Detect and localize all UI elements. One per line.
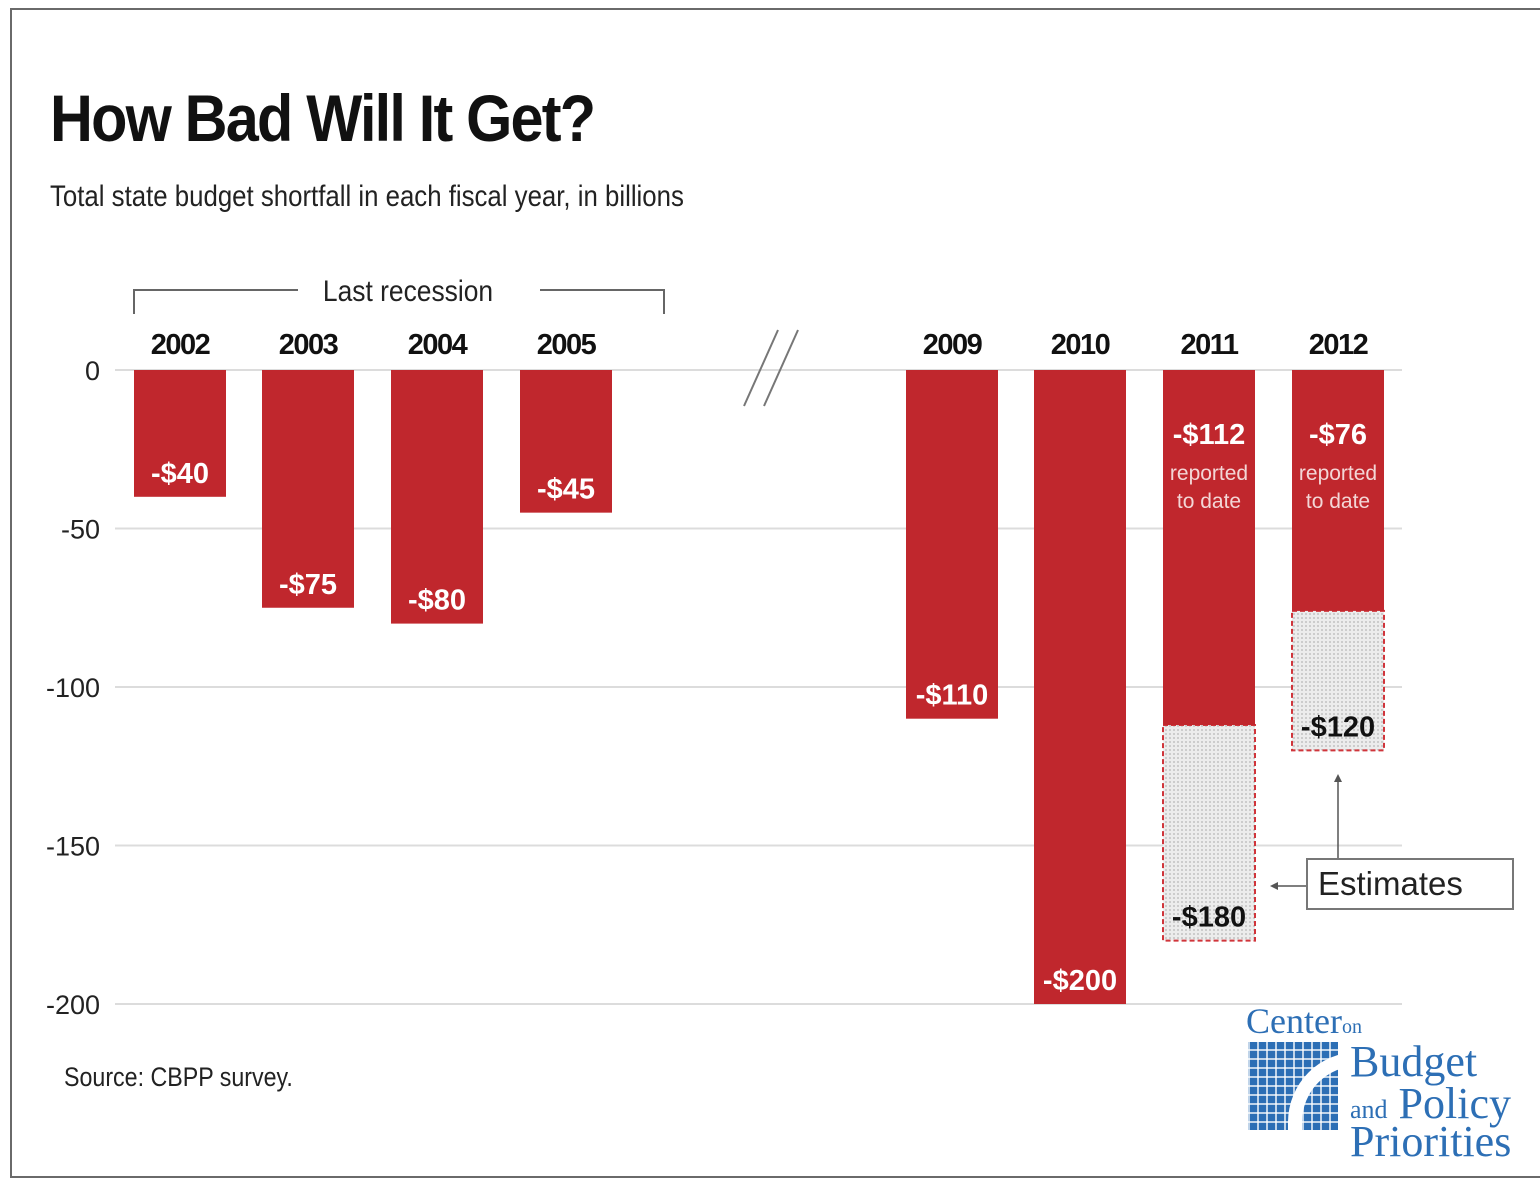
y-tick-label: -50 bbox=[61, 515, 100, 545]
bar-value-label: -$200 bbox=[1043, 965, 1117, 997]
x-category-label: 2009 bbox=[923, 329, 983, 361]
bar-value-label: -$80 bbox=[408, 585, 466, 617]
axis-break-mark bbox=[743, 329, 779, 407]
bar bbox=[262, 370, 354, 608]
bar bbox=[906, 370, 998, 719]
bar-note-label: reported bbox=[1299, 462, 1377, 485]
bar-note-label: to date bbox=[1306, 490, 1370, 513]
y-axis: 0 -50 -100 -150 -200 bbox=[46, 356, 100, 1020]
estimate-bar bbox=[1291, 609, 1385, 752]
bar bbox=[520, 370, 612, 513]
bars bbox=[134, 370, 1385, 1004]
arrow-head bbox=[1334, 774, 1342, 782]
bracket-label: Last recession bbox=[323, 273, 493, 307]
estimate-value-label: -$120 bbox=[1301, 711, 1375, 743]
bar-value-label: -$76 bbox=[1309, 419, 1367, 451]
logo-line-2: Budget bbox=[1350, 1037, 1478, 1086]
estimate-value-label: -$180 bbox=[1172, 902, 1246, 934]
bar-value-label: -$40 bbox=[151, 458, 209, 490]
bar-labels: 2002 2003 2004 2005 2009 2010 2011 2012 -$40 -$75… bbox=[151, 329, 1377, 997]
x-category-label: 2011 bbox=[1181, 329, 1239, 361]
x-category-label: 2005 bbox=[537, 329, 597, 361]
y-tick-label: -200 bbox=[46, 990, 100, 1020]
cbpp-logo: Centeron Budget and Policy Priorities bbox=[1246, 1000, 1536, 1176]
y-tick-label: -100 bbox=[46, 673, 100, 703]
bracket-left bbox=[133, 289, 298, 314]
arrow-to-2012 bbox=[1306, 780, 1339, 861]
bar-note-label: to date bbox=[1177, 490, 1241, 513]
bar-note-label: reported bbox=[1170, 462, 1248, 485]
bar bbox=[391, 370, 483, 624]
x-category-label: 2010 bbox=[1051, 329, 1110, 361]
x-category-label: 2003 bbox=[279, 329, 339, 361]
bar-value-label: -$75 bbox=[279, 569, 337, 601]
chart-subtitle: Total state budget shortfall in each fis… bbox=[50, 180, 684, 213]
y-tick-label: 0 bbox=[85, 356, 100, 386]
estimates-callout: Estimates bbox=[1306, 858, 1514, 910]
bar bbox=[1034, 370, 1126, 1004]
logo-mark-icon bbox=[1248, 1042, 1382, 1176]
axis-break-mark bbox=[763, 329, 799, 407]
bar-value-label: -$45 bbox=[537, 474, 595, 506]
arrow-head bbox=[1270, 882, 1278, 890]
source-note: Source: CBPP survey. bbox=[64, 1062, 293, 1092]
chart-title: How Bad Will It Get? bbox=[50, 81, 596, 155]
recession-bracket: Last recession bbox=[133, 273, 665, 314]
x-category-label: 2002 bbox=[151, 329, 210, 361]
bar-value-label: -$110 bbox=[916, 680, 989, 712]
bar bbox=[1163, 370, 1255, 726]
logo-line-3: and Policy bbox=[1350, 1079, 1511, 1128]
y-tick-label: -150 bbox=[46, 832, 100, 862]
x-category-label: 2012 bbox=[1309, 329, 1368, 361]
estimate-bar bbox=[1162, 724, 1256, 942]
bracket-right bbox=[540, 289, 665, 314]
bar bbox=[134, 370, 226, 497]
bar-value-label: -$112 bbox=[1173, 419, 1246, 451]
logo-line-1: Centeron bbox=[1246, 1001, 1362, 1041]
x-category-label: 2004 bbox=[408, 329, 468, 361]
logo-line-4: Priorities bbox=[1350, 1117, 1512, 1166]
bar bbox=[1292, 370, 1384, 611]
axis-break bbox=[743, 329, 799, 407]
